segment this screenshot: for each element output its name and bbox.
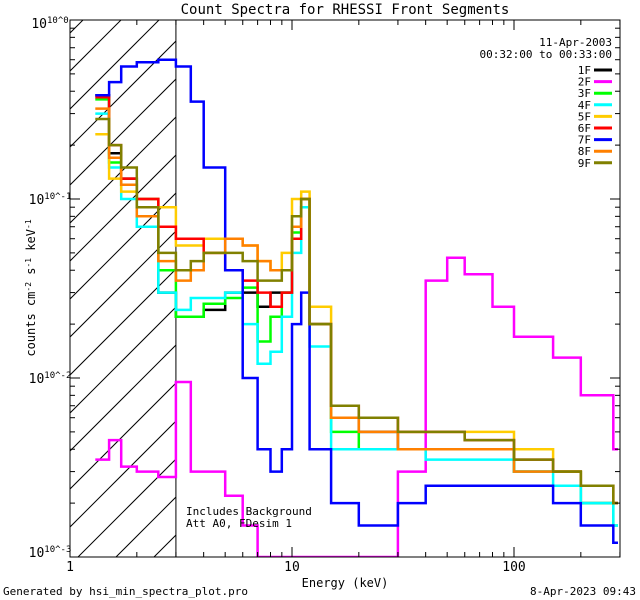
hatch-line <box>70 20 160 110</box>
hatch-line <box>70 382 176 490</box>
x-tick-label-10: 10 <box>284 560 300 575</box>
footer-generated-by: Generated by hsi_min_spectra_plot.pro <box>3 585 248 598</box>
series-layer <box>95 58 618 557</box>
legend-label-8F: 8F <box>578 145 591 158</box>
series-line-6F <box>95 96 618 505</box>
hatch-line <box>192 0 640 557</box>
x-tick-labels: 1 10 100 <box>66 560 526 575</box>
series-line-2F <box>95 256 618 557</box>
x-tick-label-1: 1 <box>66 560 74 575</box>
hatch-line <box>70 116 176 224</box>
legend-label-9F: 9F <box>578 157 591 170</box>
hatch-line <box>610 0 640 557</box>
hatch-line <box>70 154 176 262</box>
y-axis-label: counts cm-2 s-1 keV-1 <box>24 219 39 356</box>
date-label: 11-Apr-2003 <box>539 36 612 49</box>
legend-label-4F: 4F <box>578 99 591 112</box>
series-line-4F <box>95 112 618 527</box>
annotation-background: Includes Background <box>186 505 312 518</box>
legend-label-6F: 6F <box>578 122 591 135</box>
y-tick-label-0001: 1010^-3 <box>29 545 72 561</box>
legend-label-7F: 7F <box>578 134 591 147</box>
series-line-7F <box>95 58 618 545</box>
footer-timestamp: 8-Apr-2023 09:43 <box>530 585 636 598</box>
legend-label-1F: 1F <box>578 64 591 77</box>
hatch-line <box>496 0 640 557</box>
hatch-line <box>458 0 640 557</box>
y-tick-labels: 1010^0 1010^-1 1010^-2 1010^-3 <box>29 16 72 561</box>
hatch-line <box>77 458 176 557</box>
legend-label-3F: 3F <box>578 87 591 100</box>
series-line-5F <box>95 133 618 505</box>
hatch-line <box>70 268 176 376</box>
x-axis-label: Energy (keV) <box>302 576 389 590</box>
y-tick-label-1: 1010^0 <box>31 16 68 32</box>
hatched-region <box>0 0 640 557</box>
hatch-line <box>70 20 122 72</box>
hatch-line <box>70 420 176 528</box>
hatch-line <box>70 40 176 148</box>
hatch-line <box>70 78 176 186</box>
hatch-line <box>382 0 640 557</box>
legend-label-2F: 2F <box>578 76 591 89</box>
y-tick-label-01: 1010^-1 <box>29 192 72 208</box>
hatch-line <box>70 192 176 300</box>
hatch-line <box>420 0 640 557</box>
series-line-8F <box>95 107 618 505</box>
hatch-line <box>0 0 108 557</box>
annotation-attenuator: Att A0, FDesim 1 <box>186 517 292 530</box>
legend-label-5F: 5F <box>578 110 591 123</box>
x-tick-label-100: 100 <box>502 560 525 575</box>
series-line-1F <box>95 93 618 505</box>
chart-title: Count Spectra for RHESSI Front Segments <box>181 2 510 18</box>
hatch-line <box>115 496 176 557</box>
series-line-9F <box>95 117 618 505</box>
axis-ticks <box>69 20 621 558</box>
hatch-line <box>70 230 176 338</box>
y-tick-label-001: 1010^-2 <box>29 371 72 387</box>
time-range-label: 00:32:00 to 00:33:00 <box>480 48 612 61</box>
plot-frame <box>69 19 621 558</box>
